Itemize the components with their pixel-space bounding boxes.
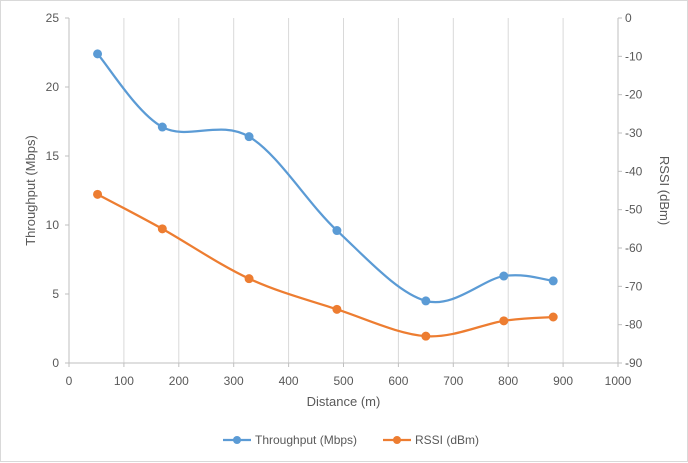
y-tick-label: 5 — [52, 287, 59, 301]
x-tick-label: 300 — [224, 374, 244, 388]
y2-tick-label: -20 — [625, 88, 643, 102]
y2-tick-label: -30 — [625, 126, 643, 140]
data-point[interactable] — [421, 296, 431, 306]
x-axis-ticks: 0 100 200 300 400 500 600 700 800 900 1000 — [66, 374, 632, 388]
x-tick-label: 400 — [279, 374, 299, 388]
data-point[interactable] — [244, 132, 254, 142]
data-point[interactable] — [93, 49, 103, 59]
data-point[interactable] — [157, 224, 167, 234]
legend-item[interactable]: Throughput (Mbps) — [223, 433, 357, 447]
y2-tick-label: -50 — [625, 203, 643, 217]
legend-label: RSSI (dBm) — [415, 433, 479, 447]
x-tick-label: 600 — [388, 374, 408, 388]
x-tick-label: 1000 — [605, 374, 632, 388]
series-throughput — [93, 49, 558, 306]
x-tick-label: 700 — [443, 374, 463, 388]
x-tick-label: 200 — [169, 374, 189, 388]
y2-tick-label: -90 — [625, 356, 643, 370]
series-line — [96, 53, 554, 304]
data-point[interactable] — [548, 276, 558, 286]
series-group — [93, 49, 558, 341]
legend-marker — [233, 436, 241, 444]
x-tick-label: 900 — [553, 374, 573, 388]
data-point[interactable] — [548, 312, 558, 322]
grid-lines — [65, 17, 622, 367]
y2-axis-title: RSSI (dBm) — [657, 156, 672, 225]
y2-tick-label: 0 — [625, 11, 632, 25]
data-point[interactable] — [499, 316, 509, 326]
y2-tick-label: -80 — [625, 318, 643, 332]
data-point[interactable] — [93, 189, 103, 199]
x-tick-label: 800 — [498, 374, 518, 388]
y2-tick-label: -70 — [625, 279, 643, 293]
legend-label: Throughput (Mbps) — [255, 433, 357, 447]
data-point[interactable] — [157, 122, 167, 132]
x-axis-title: Distance (m) — [307, 394, 381, 409]
y2-axis-ticks: 0 -10 -20 -30 -40 -50 -60 -70 -80 -90 — [625, 11, 643, 370]
series-line — [97, 193, 554, 338]
y-tick-label: 15 — [46, 149, 60, 163]
x-tick-label: 100 — [114, 374, 134, 388]
x-tick-label: 0 — [66, 374, 73, 388]
series-rssi — [93, 189, 558, 341]
data-point[interactable] — [421, 331, 431, 341]
legend-marker — [393, 436, 401, 444]
y-tick-label: 10 — [46, 218, 60, 232]
y-tick-label: 25 — [46, 11, 60, 25]
legend: Throughput (Mbps) RSSI (dBm) — [223, 433, 479, 447]
data-point[interactable] — [244, 274, 254, 284]
y-axis-title: Throughput (Mbps) — [23, 135, 38, 246]
y2-tick-label: -10 — [625, 49, 643, 63]
y-axis-ticks: 0 5 10 15 20 25 — [46, 11, 60, 370]
y-tick-label: 20 — [46, 80, 60, 94]
data-point[interactable] — [332, 226, 342, 236]
y2-tick-label: -60 — [625, 241, 643, 255]
y-tick-label: 0 — [52, 356, 59, 370]
legend-item[interactable]: RSSI (dBm) — [383, 433, 479, 447]
data-point[interactable] — [332, 304, 342, 314]
y2-tick-label: -40 — [625, 164, 643, 178]
x-tick-label: 500 — [333, 374, 353, 388]
data-point[interactable] — [499, 271, 509, 281]
